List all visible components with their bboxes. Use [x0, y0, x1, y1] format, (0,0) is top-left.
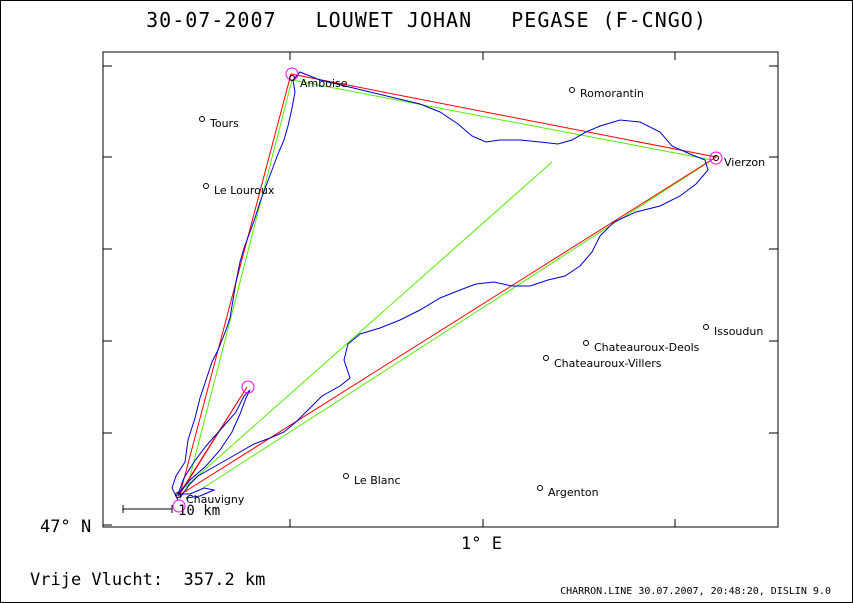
axis-ticks	[103, 52, 778, 527]
city-argenton: Argenton	[537, 485, 599, 499]
footer-info: CHARRON.LINE 30.07.2007, 20:48:20, DISLI…	[560, 586, 831, 597]
city-chateauroux-deols: Chateauroux-Deols	[583, 340, 700, 354]
city-romorantin: Romorantin	[569, 87, 644, 100]
city-le-louroux: Le Louroux	[203, 183, 275, 197]
task-route	[177, 73, 718, 497]
city-vierzon: Vierzon	[713, 155, 765, 169]
flight-title: 30-07-2007 LOUWET JOHAN PEGASE (F-CNGO)	[146, 8, 707, 32]
city-le-blanc: Le Blanc	[343, 473, 401, 487]
city-label-vierzon: Vierzon	[724, 156, 765, 169]
flight-distance: Vrije Vlucht: 357.2 km	[30, 570, 266, 590]
city-chauvigny: Chauvigny	[175, 492, 245, 506]
city-label-le-blanc: Le Blanc	[354, 474, 401, 487]
city-label-argenton: Argenton	[548, 486, 599, 499]
latitude-label: 47° N	[40, 517, 91, 537]
city-amboise: Amboise	[289, 75, 348, 90]
turnpoint-vierzon	[709, 151, 723, 165]
turnpoint-chauvigny-east	[241, 380, 255, 394]
city-label-chateauroux-villers: Chateauroux-Villers	[554, 357, 662, 370]
city-chateauroux-villers: Chateauroux-Villers	[543, 355, 662, 370]
city-tours: Tours	[199, 116, 239, 130]
city-label-amboise: Amboise	[300, 77, 348, 90]
city-label-romorantin: Romorantin	[580, 87, 644, 100]
turnpoints	[172, 67, 723, 513]
city-issoudun: Issoudun	[703, 324, 763, 338]
flight-track-return	[175, 389, 251, 499]
scale-bar: 10 km	[122, 503, 220, 519]
scale-bar-label: 10 km	[178, 503, 220, 519]
turnpoint-start	[172, 499, 186, 513]
city-label-chateauroux-deols: Chateauroux-Deols	[594, 341, 700, 354]
longitude-label: 1° E	[461, 534, 502, 554]
plot-border	[102, 51, 779, 528]
optimized-route	[183, 79, 714, 493]
city-label-tours: Tours	[209, 117, 239, 130]
city-label-issoudun: Issoudun	[714, 325, 763, 338]
flight-track	[171, 71, 709, 501]
city-label-chauvigny: Chauvigny	[186, 493, 245, 506]
city-markers: Amboise Romorantin Tours Le Louroux Vier…	[175, 75, 765, 506]
city-label-le-louroux: Le Louroux	[214, 184, 275, 197]
